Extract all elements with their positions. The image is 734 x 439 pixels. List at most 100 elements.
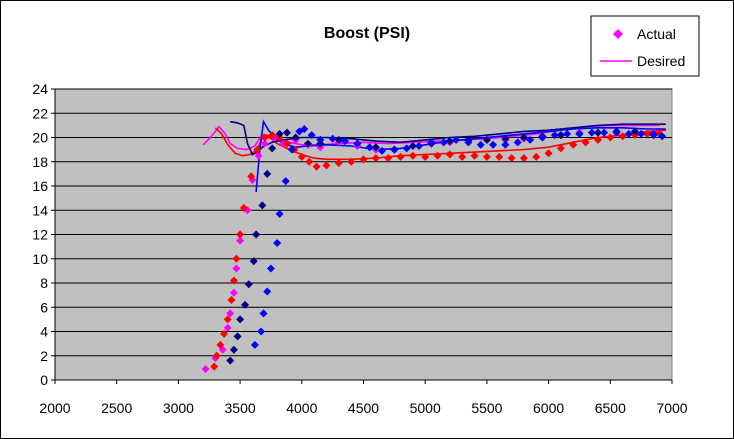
series-3-point-14 [340, 137, 349, 146]
series-2-point-10 [268, 144, 277, 153]
y-tick-label-4: 8 [40, 275, 48, 291]
series-2-point-32 [630, 127, 639, 136]
series-3-point-27 [501, 140, 510, 149]
legend: Actual Desired [590, 15, 700, 77]
x-tick-label-3: 3500 [225, 400, 256, 416]
x-tick-label-6: 5000 [410, 400, 441, 416]
series-1-point-10 [247, 172, 256, 181]
series-line-6 [230, 120, 666, 156]
series-1-point-28 [421, 152, 430, 161]
series-3-point-34 [587, 128, 596, 137]
series-3-point-11 [307, 131, 316, 140]
axes [51, 88, 673, 384]
series-1-point-18 [305, 157, 314, 166]
x-tick-label-1: 2500 [101, 400, 132, 416]
x-tick-label-8: 6000 [533, 400, 564, 416]
series-3-point-2 [259, 309, 268, 318]
series-0-point-3 [223, 323, 232, 332]
series-3-point-38 [637, 129, 646, 138]
series-1-point-8 [236, 230, 245, 239]
series-2-point-8 [258, 201, 267, 210]
series-1-point-42 [593, 135, 602, 144]
y-tick-label-2: 4 [40, 324, 48, 340]
series-1-point-22 [347, 157, 356, 166]
series-2-point-14 [303, 139, 312, 148]
series-1-point-4 [223, 315, 232, 324]
series-1-point-1 [212, 351, 221, 360]
series-2-point-9 [263, 169, 272, 178]
series-1-point-34 [495, 152, 504, 161]
series-3-point-29 [526, 135, 535, 144]
y-tick-label-0: 0 [40, 372, 48, 388]
series-3-point-15 [353, 139, 362, 148]
series-2-point-0 [226, 356, 235, 365]
series-1-point-12 [260, 133, 269, 142]
x-tick-label-7: 5500 [471, 400, 502, 416]
series-1-point-26 [396, 152, 405, 161]
x-tick-label-4: 4000 [286, 400, 317, 416]
grid-lines [55, 88, 672, 357]
series-3-point-28 [513, 138, 522, 147]
series-3-point-3 [263, 287, 272, 296]
series-3-point-22 [439, 138, 448, 147]
series-3-point-21 [427, 138, 436, 147]
y-tick-label-10: 20 [32, 130, 48, 146]
series-1-point-17 [297, 152, 306, 161]
x-tick-label-10: 7000 [656, 400, 687, 416]
series-3-point-13 [328, 134, 337, 143]
x-tick-labels: 2000 2500 3000 3500 4000 4500 5000 5500 6000 6500… [39, 400, 687, 416]
y-tick-label-11: 22 [32, 105, 48, 121]
series-2-point-3 [236, 315, 245, 324]
series-1-point-29 [433, 151, 442, 160]
y-tick-label-7: 14 [32, 202, 48, 218]
series-3-point-30 [538, 133, 547, 142]
series-3-point-16 [365, 143, 374, 152]
series-3-point-10 [300, 125, 309, 134]
series-1-point-0 [210, 362, 219, 371]
series-2-point-28 [556, 131, 565, 140]
series-3-point-18 [390, 145, 399, 154]
series-1-point-3 [220, 329, 229, 338]
series-3-point-19 [402, 144, 411, 153]
series-1-point-41 [581, 138, 590, 147]
series-2-point-4 [241, 300, 250, 309]
series-0-point-6 [232, 264, 241, 273]
x-tick-label-9: 6500 [595, 400, 626, 416]
y-tick-label-8: 16 [32, 178, 48, 194]
y-tick-label-12: 24 [32, 81, 48, 97]
series-2-point-22 [445, 137, 454, 146]
series-2-point-12 [282, 128, 291, 137]
series-2-point-25 [501, 134, 510, 143]
series-2-point-16 [334, 135, 343, 144]
series-3-point-39 [649, 131, 658, 140]
legend-marker-actual [613, 29, 623, 39]
series-2-point-2 [233, 332, 242, 341]
series-1-point-31 [458, 152, 467, 161]
series-1-point-35 [507, 154, 516, 163]
series-1-point-19 [312, 162, 321, 171]
series-0-point-0 [201, 365, 210, 374]
series-1-point-7 [232, 254, 241, 263]
series-0-point-5 [229, 288, 238, 297]
series-1-point-27 [408, 151, 417, 160]
series-1-point-5 [227, 295, 236, 304]
series-3-point-31 [550, 131, 559, 140]
legend-label-desired: Desired [637, 53, 685, 69]
series-1-point-24 [371, 154, 380, 163]
series-2-point-6 [249, 257, 258, 266]
series-2-point-1 [229, 345, 238, 354]
series-1-point-13 [268, 131, 277, 140]
legend-label-actual: Actual [637, 26, 676, 42]
y-tick-label-1: 2 [40, 348, 48, 364]
series-1-point-21 [334, 158, 343, 167]
series-0-point-10 [254, 151, 263, 160]
series-1-point-33 [482, 152, 491, 161]
series-1-point-15 [282, 139, 291, 148]
y-tick-label-5: 10 [32, 251, 48, 267]
series-3-point-6 [275, 209, 284, 218]
series-0-point-11 [260, 139, 269, 148]
series-3-point-20 [415, 141, 424, 150]
series-1-point-44 [618, 132, 627, 141]
series-3-point-40 [658, 132, 667, 141]
